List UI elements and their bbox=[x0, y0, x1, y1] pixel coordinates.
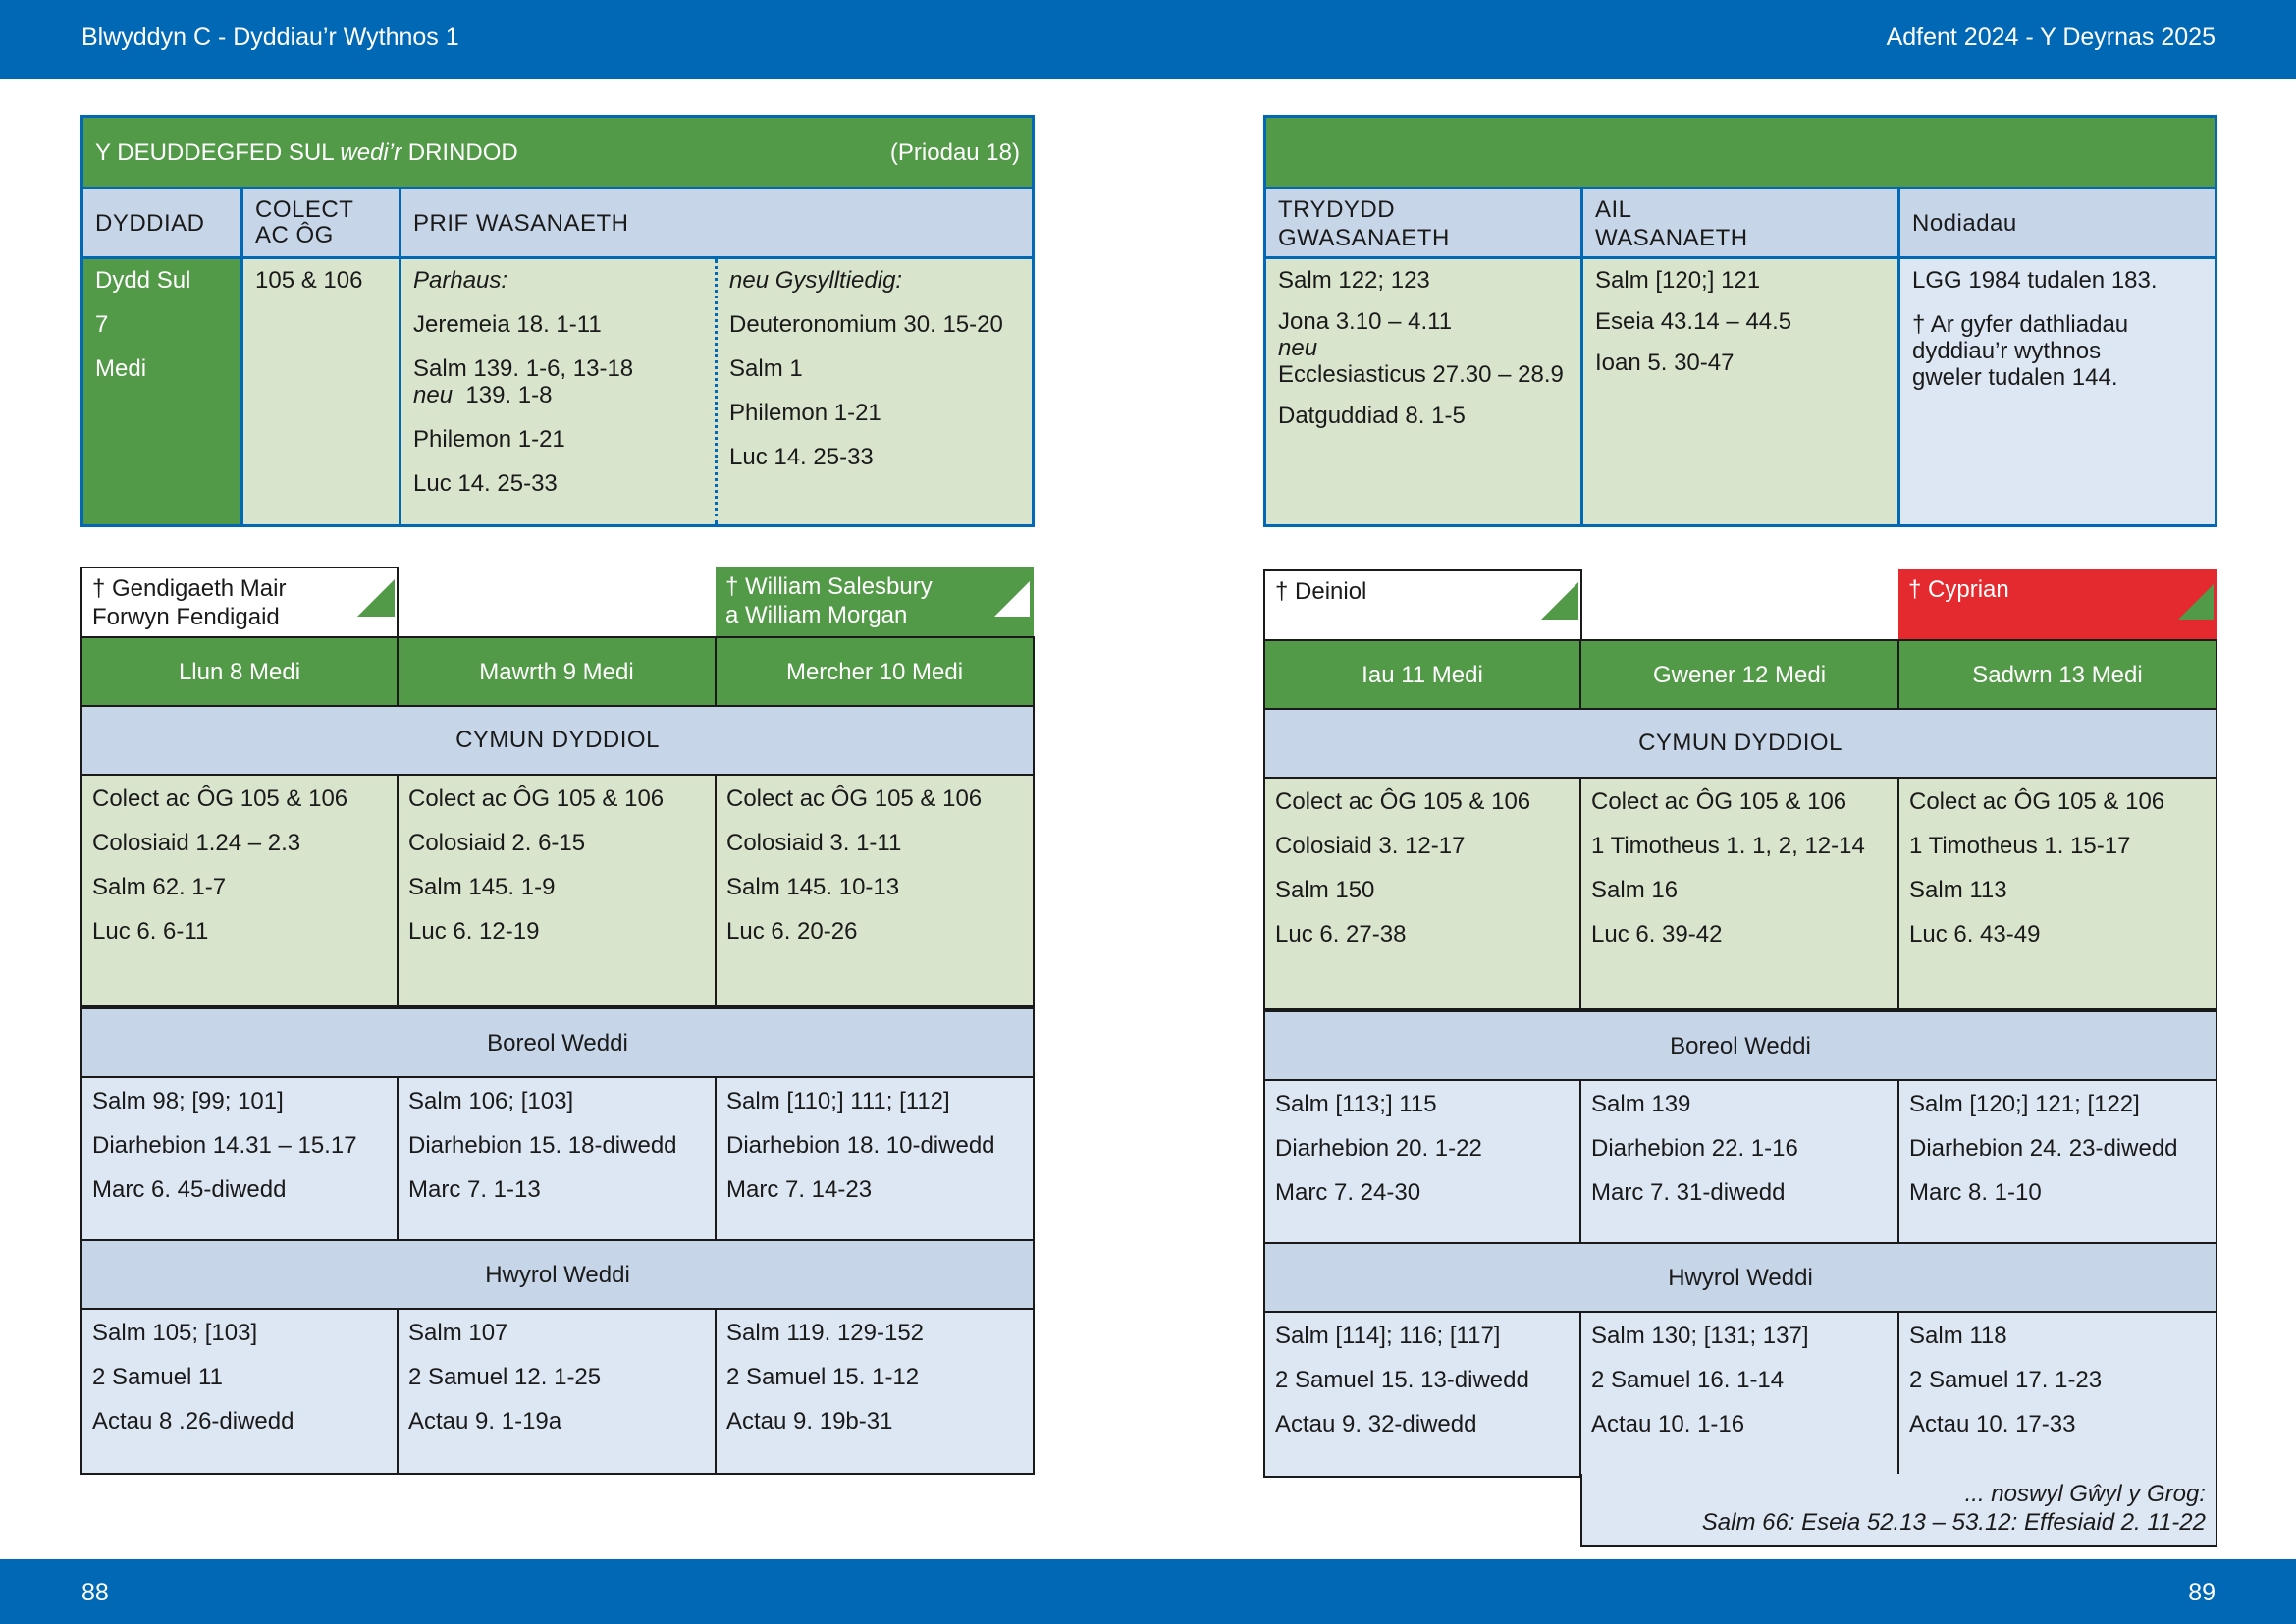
footer-bar: 88 89 bbox=[0, 1559, 2296, 1624]
day-header-thu: Iau 11 Medi bbox=[1265, 641, 1579, 708]
green-corner-triangle-icon bbox=[1541, 582, 1578, 620]
sunday-date-cell: Dydd Sul 7 Medi bbox=[83, 259, 240, 524]
commemoration-tab-monday: † Gendigaeth Mair Forwyn Fendigaid bbox=[80, 567, 399, 638]
day-header-wed: Mercher 10 Medi bbox=[717, 638, 1033, 705]
col-header-third-service: TRYDYDD GWASANAETH bbox=[1266, 189, 1580, 256]
commemoration-tab-thursday: † Deiniol bbox=[1263, 569, 1582, 641]
evening-fri: Salm 130; [131; 137] 2 Samuel 16. 1-14 Act… bbox=[1581, 1313, 1897, 1476]
day-header-tue: Mawrth 9 Medi bbox=[399, 638, 715, 705]
page-number-right: 89 bbox=[2188, 1579, 2216, 1606]
continuous-readings: Parhaus: Jeremeia 18. 1-11 Salm 139. 1-6… bbox=[401, 259, 718, 524]
weekday-grid-right: Iau 11 Medi Gwener 12 Medi Sadwrn 13 Med… bbox=[1263, 639, 2217, 1478]
col-header-second-service: AIL WASANAETH bbox=[1583, 189, 1897, 256]
header-bar: Blwyddyn C - Dyddiau’r Wythnos 1 Adfent … bbox=[0, 0, 2296, 79]
section-evening-prayer: Hwyrol Weddi bbox=[1265, 1244, 2216, 1311]
section-evening-prayer: Hwyrol Weddi bbox=[82, 1241, 1033, 1308]
header-right-title: Adfent 2024 - Y Deyrnas 2025 bbox=[1886, 24, 2216, 51]
eucharist-fri: Colect ac ÔG 105 & 106 1 Timotheus 1. 1, … bbox=[1581, 779, 1897, 1008]
related-readings: neu Gysylltiedig: Deuteronomium 30. 15-2… bbox=[718, 259, 1032, 524]
evening-wed: Salm 119. 129-152 2 Samuel 15. 1-12 Actau … bbox=[717, 1310, 1033, 1473]
sunday-other-services-table: TRYDYDD GWASANAETH AIL WASANAETH Nodiada… bbox=[1263, 115, 2217, 527]
eucharist-sat: Colect ac ÔG 105 & 106 1 Timotheus 1. 15-… bbox=[1899, 779, 2216, 1008]
sunday-title: Y DEUDDEGFED SUL wedi’r DRINDOD bbox=[95, 139, 518, 166]
commemoration-tab-saturday: † Cyprian bbox=[1898, 569, 2217, 641]
day-header-mon: Llun 8 Medi bbox=[82, 638, 397, 705]
morning-sat: Salm [120;] 121; [122] Diarhebion 24. 23-… bbox=[1899, 1081, 2216, 1242]
eucharist-mon: Colect ac ÔG 105 & 106 Colosiaid 1.24 – 2… bbox=[82, 776, 397, 1005]
section-morning-prayer: Boreol Weddi bbox=[1265, 1012, 2216, 1079]
col-header-notes: Nodiadau bbox=[1900, 189, 2215, 256]
eve-of-holy-cross-note: ... noswyl Gŵyl y Grog: Salm 66: Eseia 5… bbox=[1580, 1474, 2217, 1547]
col-header-date: DYDDIAD bbox=[83, 189, 240, 256]
second-service-readings: Salm [120;] 121 Eseia 43.14 – 44.5 Ioan … bbox=[1583, 259, 1897, 524]
morning-wed: Salm [110;] 111; [112] Diarhebion 18. 10-… bbox=[717, 1078, 1033, 1239]
col-header-main-service: PRIF WASANAETH bbox=[401, 189, 1032, 256]
eucharist-tue: Colect ac ÔG 105 & 106 Colosiaid 2. 6-15 S… bbox=[399, 776, 715, 1005]
sunday-collect-cell: 105 & 106 bbox=[243, 259, 399, 524]
page-number-left: 88 bbox=[81, 1579, 109, 1606]
green-corner-triangle-icon bbox=[2178, 584, 2214, 620]
morning-fri: Salm 139 Diarhebion 22. 1-16 Marc 7. 31-di… bbox=[1581, 1081, 1897, 1242]
col-header-collect: COLECT AC ÔG bbox=[243, 189, 399, 256]
eucharist-wed: Colect ac ÔG 105 & 106 Colosiaid 3. 1-11 S… bbox=[717, 776, 1033, 1005]
green-title-row bbox=[1266, 118, 2215, 187]
evening-thu: Salm [114]; 116; [117] 2 Samuel 15. 13-di… bbox=[1265, 1313, 1579, 1476]
propers-label: (Priodau 18) bbox=[889, 139, 1020, 166]
day-header-fri: Gwener 12 Medi bbox=[1581, 641, 1897, 708]
sunday-title-row: Y DEUDDEGFED SUL wedi’r DRINDOD (Priodau… bbox=[83, 118, 1032, 187]
day-header-sat: Sadwrn 13 Medi bbox=[1899, 641, 2216, 708]
eucharist-thu: Colect ac ÔG 105 & 106 Colosiaid 3. 12-17… bbox=[1265, 779, 1579, 1008]
evening-sat: Salm 118 2 Samuel 17. 1-23 Actau 10. 17-33 bbox=[1899, 1313, 2216, 1476]
section-eucharist: CYMUN DYDDIOL bbox=[1265, 710, 2216, 777]
morning-thu: Salm [113;] 115 Diarhebion 20. 1-22 Marc 7… bbox=[1265, 1081, 1579, 1242]
morning-tue: Salm 106; [103] Diarhebion 15. 18-diwedd M… bbox=[399, 1078, 715, 1239]
evening-tue: Salm 107 2 Samuel 12. 1-25 Actau 9. 1-19a bbox=[399, 1310, 715, 1473]
third-service-readings: Salm 122; 123 Jona 3.10 – 4.11 neu Eccle… bbox=[1266, 259, 1580, 524]
sunday-table: Y DEUDDEGFED SUL wedi’r DRINDOD (Priodau… bbox=[80, 115, 1035, 527]
evening-mon: Salm 105; [103] 2 Samuel 11 Actau 8 .26-di… bbox=[82, 1310, 397, 1473]
commemoration-tab-wednesday: † William Salesbury a William Morgan bbox=[716, 567, 1034, 638]
white-corner-triangle-icon bbox=[994, 581, 1030, 617]
section-eucharist: CYMUN DYDDIOL bbox=[82, 707, 1033, 774]
green-corner-triangle-icon bbox=[357, 579, 395, 617]
morning-mon: Salm 98; [99; 101] Diarhebion 14.31 – 15.… bbox=[82, 1078, 397, 1239]
notes-cell: LGG 1984 tudalen 183. † Ar gyfer dathlia… bbox=[1900, 259, 2215, 524]
weekday-grid-left: Llun 8 Medi Mawrth 9 Medi Mercher 10 Med… bbox=[80, 636, 1035, 1475]
section-morning-prayer: Boreol Weddi bbox=[82, 1009, 1033, 1076]
header-left-title: Blwyddyn C - Dyddiau’r Wythnos 1 bbox=[81, 24, 459, 51]
